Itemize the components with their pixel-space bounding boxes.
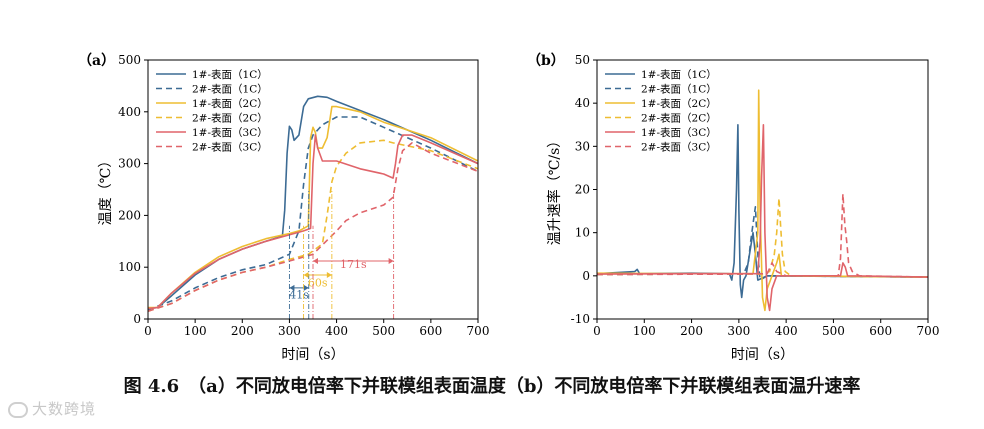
y-tick-label: 0 — [582, 269, 590, 283]
x-tick-label: 100 — [184, 324, 207, 338]
y-tick-label: 30 — [575, 139, 590, 153]
x-tick-label: 200 — [680, 324, 703, 338]
figure-caption: 图 4.6 （a）不同放电倍率下并联模组表面温度（b）不同放电倍率下并联模组表面… — [123, 376, 861, 397]
y-tick-label: 500 — [118, 53, 141, 67]
y-tick-label: 400 — [118, 105, 141, 119]
legend-entry-2: 2#-表面（1C） — [192, 83, 268, 96]
x-tick-label: 0 — [593, 324, 601, 338]
series-line-4 — [596, 197, 929, 278]
y-tick-label: 100 — [118, 260, 141, 274]
x-axis-label: 时间（s） — [731, 347, 794, 363]
x-tick-label: 300 — [727, 324, 750, 338]
x-tick-label: 600 — [869, 324, 892, 338]
x-tick-label: 200 — [231, 324, 254, 338]
legend-entry-5: 1#-表面（3C） — [192, 126, 268, 139]
y-tick-label: 20 — [575, 183, 590, 197]
y-tick-label: 300 — [118, 157, 141, 171]
y-axis-label: 温度（℃） — [98, 154, 114, 226]
y-tick-label: -10 — [571, 312, 590, 326]
annotation-arrowhead-left-2 — [303, 271, 309, 278]
x-tick-label: 700 — [467, 324, 490, 338]
annotation-arrowhead-left-1 — [289, 284, 295, 291]
series-line-6 — [596, 193, 929, 278]
y-tick-label: 40 — [575, 96, 590, 110]
x-tick-label: 300 — [278, 324, 301, 338]
y-axis-label: 温升速率（℃/s） — [546, 134, 563, 246]
legend: 1#-表面（1C） 2#-表面（1C）1#-表面（2C） 2#-表面（2C）1#-表… — [156, 68, 268, 154]
annotation-arrowhead-right-1 — [303, 284, 309, 291]
legend-entry-3: 1#-表面（2C） — [641, 97, 717, 110]
x-tick-label: 100 — [633, 324, 656, 338]
chart-panel-b: 0 100 200 300 400 500 600 700-1001020304050时间（s… — [527, 53, 939, 363]
x-axis-label: 时间（s） — [281, 347, 344, 363]
panel-label: （b） — [527, 53, 565, 69]
series-line-3 — [148, 105, 479, 309]
series-line-3 — [596, 89, 929, 312]
y-tick-label: 10 — [575, 226, 590, 240]
series-line-5 — [147, 134, 479, 310]
x-tick-label: 500 — [822, 324, 845, 338]
annotation-arrowhead-right-2 — [326, 271, 332, 278]
legend-entry-6: 2#-表面（3C） — [641, 141, 717, 154]
series-line-5 — [596, 124, 929, 312]
watermark-logo-icon — [8, 401, 28, 418]
legend-entry-6: 2#-表面（3C） — [192, 141, 268, 154]
legend: 1#-表面（1C） 2#-表面（1C）1#-表面（2C） 2#-表面（2C）1#-表… — [605, 68, 717, 154]
series-line-2 — [147, 116, 479, 311]
annotation-arrowhead-right-3 — [388, 257, 394, 264]
x-tick-label: 0 — [144, 324, 152, 338]
x-tick-label: 500 — [372, 324, 395, 338]
panel-label: （a） — [78, 53, 115, 69]
x-tick-label: 400 — [325, 324, 348, 338]
x-tick-label: 700 — [917, 324, 940, 338]
y-tick-label: 0 — [133, 312, 141, 326]
annotation-arrowhead-left-3 — [313, 257, 318, 264]
legend-entry-4: 2#-表面（2C） — [192, 112, 268, 125]
annotation-label-3: 171s — [340, 258, 367, 271]
x-tick-label: 600 — [419, 324, 442, 338]
legend-entry-1: 1#-表面（1C） — [641, 68, 717, 81]
watermark: 大数跨境 — [8, 398, 96, 419]
legend-entry-4: 2#-表面（2C） — [641, 112, 717, 125]
legend-entry-1: 1#-表面（1C） — [192, 68, 268, 81]
axes-frame — [147, 59, 479, 320]
annotation-label-1: 41s — [289, 288, 309, 301]
watermark-text: 大数跨境 — [32, 400, 97, 418]
series-line-6 — [147, 142, 479, 312]
legend-entry-2: 2#-表面（1C） — [641, 83, 717, 96]
legend-entry-5: 1#-表面（3C） — [641, 126, 717, 139]
legend-entry-3: 1#-表面（2C） — [192, 97, 268, 110]
x-tick-label: 400 — [775, 324, 798, 338]
annotation-label-2: 60s — [308, 276, 328, 289]
y-tick-label: 200 — [118, 208, 141, 222]
y-tick-label: 50 — [575, 53, 590, 67]
